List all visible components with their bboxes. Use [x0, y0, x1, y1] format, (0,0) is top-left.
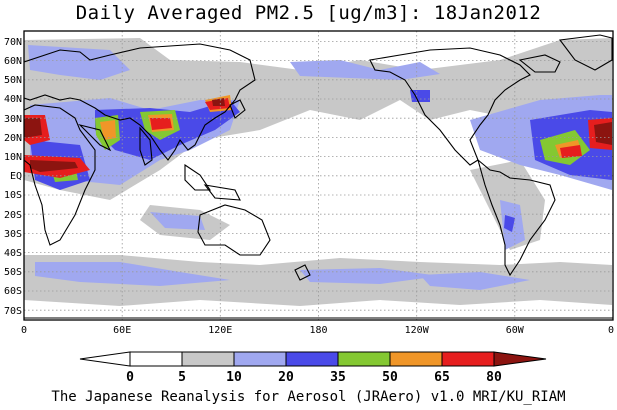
colorbar-label: 80: [486, 370, 502, 385]
latitude-axis: 70N 60N 50N 40N 30N 20N 10N EQ 10S 20S 3…: [4, 37, 22, 317]
lat-label: 40N: [4, 94, 22, 105]
lat-label: 50S: [4, 267, 22, 278]
colorbar-swatch: [493, 351, 547, 367]
colorbar-label: 50: [382, 370, 398, 385]
colorbar-swatch: [389, 351, 443, 367]
lat-label: EQ: [10, 171, 22, 182]
lat-label: 20N: [4, 133, 22, 144]
colorbar: [79, 351, 547, 367]
map-title: Daily Averaged PM2.5 [ug/m3]: 18Jan2012: [75, 2, 542, 24]
colorbar-swatch: [129, 351, 183, 367]
lat-label: 20S: [4, 210, 22, 221]
colorbar-label: 5: [178, 370, 186, 385]
longitude-axis: 0 60E 120E 180 120W 60W 0: [21, 325, 614, 336]
lon-label: 60E: [113, 325, 131, 336]
lat-label: 50N: [4, 75, 22, 86]
lat-label: 10S: [4, 190, 22, 201]
colorbar-label: 20: [278, 370, 294, 385]
lon-label: 0: [608, 325, 614, 336]
credit-line: The Japanese Reanalysis for Aerosol (JRA…: [51, 389, 566, 405]
colorbar-swatch: [285, 351, 339, 367]
lon-label: 180: [309, 325, 327, 336]
colorbar-label: 65: [434, 370, 450, 385]
lon-label: 120E: [208, 325, 232, 336]
colorbar-swatch: [79, 351, 131, 367]
lat-label: 30N: [4, 114, 22, 125]
lat-label: 40S: [4, 248, 22, 259]
colorbar-label: 0: [126, 370, 134, 385]
colorbar-swatch: [233, 351, 287, 367]
lat-label: 30S: [4, 229, 22, 240]
lat-label: 60N: [4, 56, 22, 67]
lon-label: 120W: [405, 325, 430, 336]
colorbar-swatch: [181, 351, 235, 367]
graticule: [24, 31, 613, 320]
lon-label: 0: [21, 325, 27, 336]
lon-label: 60W: [506, 325, 525, 336]
colorbar-labels: 0 5 10 20 35 50 65 80: [126, 370, 502, 385]
lat-label: 60S: [4, 286, 22, 297]
lat-label: 10N: [4, 152, 22, 163]
colorbar-label: 10: [226, 370, 242, 385]
colorbar-label: 35: [330, 370, 346, 385]
lat-label: 70N: [4, 37, 22, 48]
lat-label: 70S: [4, 306, 22, 317]
plot-frame: [23, 30, 614, 321]
colorbar-swatch: [337, 351, 391, 367]
coastlines: [24, 34, 613, 319]
colorbar-swatch: [441, 351, 495, 367]
